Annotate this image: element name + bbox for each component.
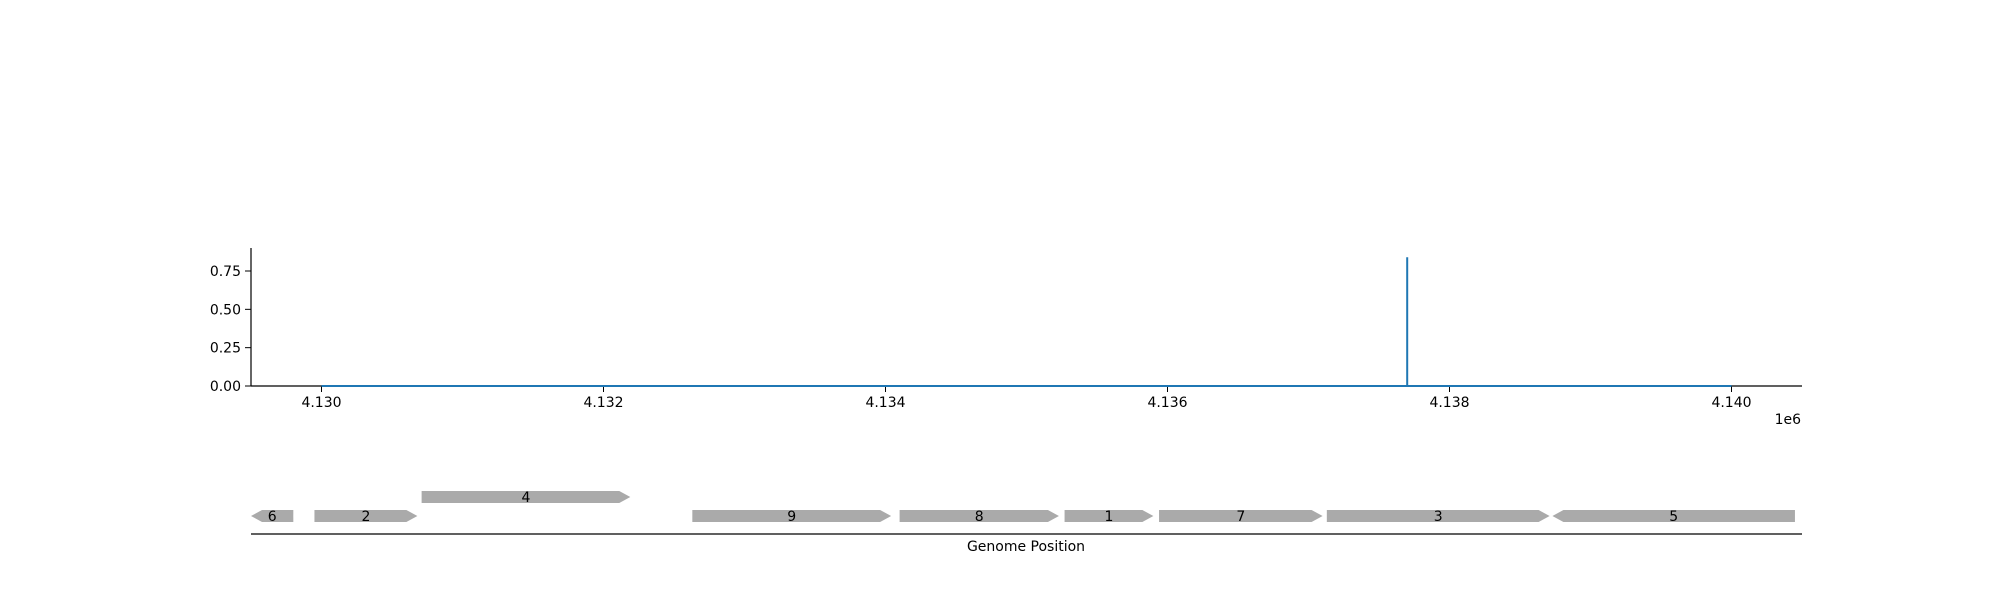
gene-arrow (1064, 510, 1154, 522)
gene-label: 1 (1105, 509, 1114, 525)
gene-label: 7 (1236, 509, 1245, 525)
gene-track: 6 2 4 9 8 1 7 3 5 (251, 490, 1795, 525)
x-tick-label: 4.140 (1711, 395, 1751, 411)
x-tick-label: 4.132 (583, 395, 623, 411)
coverage-series-line (321, 257, 1732, 387)
gene-label: 3 (1434, 509, 1443, 525)
gene-arrow (899, 510, 1059, 522)
gene-label: 8 (975, 509, 984, 525)
gene-track-xlabel: Genome Position (967, 539, 1085, 555)
gene-label: 9 (787, 509, 796, 525)
gene-label: 6 (268, 509, 277, 525)
x-tick-label: 4.136 (1147, 395, 1187, 411)
gene-arrow (421, 491, 631, 503)
y-ticks: 0.00 0.25 0.50 0.75 (210, 264, 251, 395)
x-tick-label: 4.138 (1429, 395, 1469, 411)
x-tick-label: 4.134 (865, 395, 905, 411)
gene-label: 4 (521, 490, 530, 506)
gene-arrow (1159, 510, 1323, 522)
gene-arrow (251, 510, 294, 522)
gene-arrow (1552, 510, 1795, 522)
gene-arrow (692, 510, 892, 522)
x-tick-label: 4.130 (301, 395, 341, 411)
gene-arrow (1326, 510, 1550, 522)
y-tick-label: 0.25 (210, 341, 241, 357)
x-offset-label: 1e6 (1775, 412, 1802, 428)
y-tick-label: 0.00 (210, 379, 241, 395)
coverage-plot: 0.000.250.500.75 4.130 4.132 4.134 4.136 4.1… (210, 248, 1802, 428)
gene-label: 5 (1669, 509, 1678, 525)
gene-arrow (314, 510, 418, 522)
gene-label: 2 (361, 509, 370, 525)
y-tick-label: 0.75 (210, 264, 241, 280)
x-ticks: 4.130 4.132 4.134 4.136 4.138 4.140 (301, 386, 1752, 411)
y-tick-label: 0.50 (210, 302, 241, 318)
